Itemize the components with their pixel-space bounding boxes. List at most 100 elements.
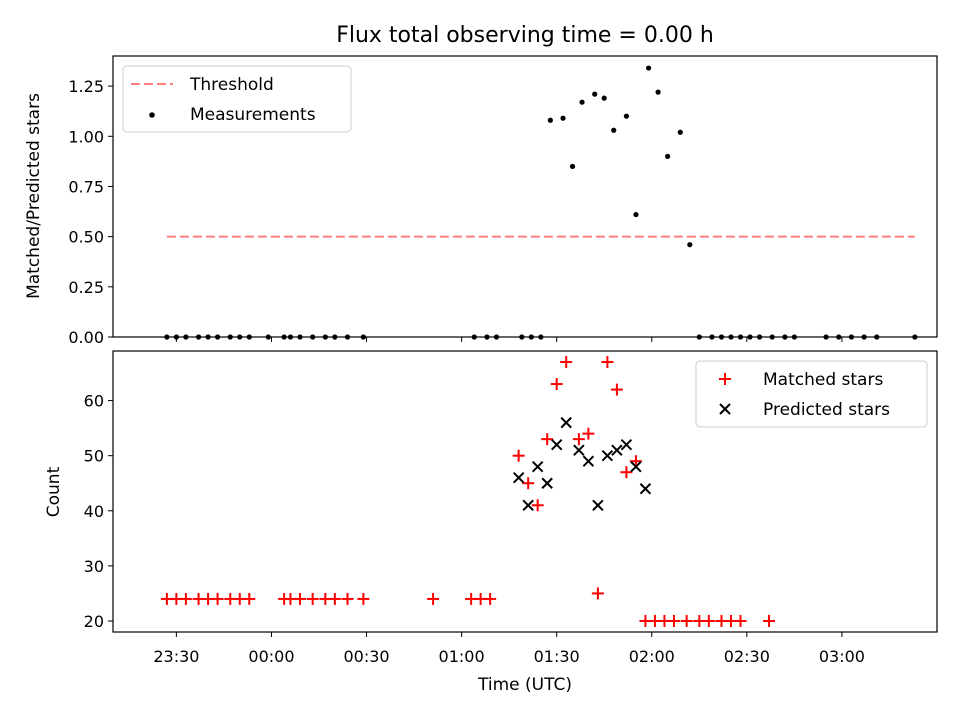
x-tick-label: 23:30 bbox=[153, 647, 199, 666]
cross-diag-2 bbox=[531, 460, 544, 473]
measurement-point bbox=[569, 163, 576, 169]
chart-title: Flux total observing time = 0.00 h bbox=[336, 23, 714, 48]
matched-star-point bbox=[522, 477, 535, 490]
matched-star-point bbox=[667, 614, 680, 627]
matched-star-point bbox=[211, 592, 224, 605]
cross-diag-2 bbox=[611, 444, 623, 456]
measurement-point bbox=[655, 89, 661, 95]
cross-diag-2 bbox=[592, 499, 604, 511]
cross-diag-2 bbox=[601, 449, 614, 462]
predicted-star-point bbox=[611, 444, 623, 456]
cross-diag-2 bbox=[512, 472, 525, 484]
y-tick-label-bottom: 60 bbox=[84, 392, 104, 411]
matched-star-point bbox=[572, 433, 585, 446]
y-tick-label-top: 0.25 bbox=[68, 278, 104, 297]
x-axis-label: Time (UTC) bbox=[477, 675, 572, 695]
y-tick-label-bottom: 50 bbox=[84, 447, 104, 466]
top-panel: Flux total observing time = 0.00 h Match… bbox=[24, 23, 938, 347]
measurement-point bbox=[665, 153, 671, 159]
predicted-star-point bbox=[620, 438, 633, 451]
predicted-star-point bbox=[531, 460, 544, 473]
matched-star-point bbox=[591, 587, 604, 600]
measurement-point bbox=[601, 95, 607, 101]
y-ticks-bottom: 20 30 40 50 60 bbox=[84, 392, 113, 631]
axes-frame-top bbox=[112, 55, 938, 338]
measurement-point bbox=[623, 113, 630, 119]
legend-predicted-swatch bbox=[719, 403, 731, 415]
cross-diag-2 bbox=[560, 416, 572, 429]
cross-diag-2 bbox=[582, 455, 595, 467]
legend-top: Threshold Measurements bbox=[122, 65, 352, 133]
measurement-point bbox=[646, 65, 652, 71]
y-tick-label-bottom: 20 bbox=[84, 612, 104, 631]
predicted-star-point bbox=[522, 499, 534, 511]
y-tick-label-top: 1.00 bbox=[68, 127, 104, 146]
x-tick-label: 01:30 bbox=[534, 647, 580, 666]
matched-star-point bbox=[702, 614, 715, 627]
cross-diag-2 bbox=[541, 477, 553, 489]
y-axis-label-bottom: Count bbox=[44, 466, 64, 517]
matched-star-point bbox=[620, 466, 633, 479]
legend-threshold-label: Threshold bbox=[189, 75, 274, 95]
matched-star-point bbox=[427, 592, 440, 605]
cross-diag-2 bbox=[522, 499, 534, 511]
x-tick-label: 02:00 bbox=[629, 647, 675, 666]
predicted-star-point bbox=[592, 499, 604, 511]
matched-star-point bbox=[306, 592, 319, 605]
matched-star-point bbox=[629, 455, 642, 468]
x-tick-label: 02:30 bbox=[724, 647, 770, 666]
matched-star-point bbox=[734, 614, 747, 627]
x-tick-label: 03:00 bbox=[819, 647, 865, 666]
predicted-star-point bbox=[550, 438, 563, 451]
y-tick-label-bottom: 40 bbox=[84, 502, 104, 521]
x-ticks-top bbox=[175, 337, 843, 342]
matched-star-point bbox=[512, 449, 525, 462]
y-tick-label-top: 0.00 bbox=[68, 328, 104, 347]
y-ticks-top: 0.00 0.25 0.50 0.75 1.00 1.25 bbox=[68, 77, 113, 347]
matched-star-point bbox=[357, 592, 370, 605]
matched-star-point bbox=[763, 614, 776, 627]
cross-diag-2 bbox=[620, 438, 633, 451]
measurement-point bbox=[611, 127, 617, 133]
legend-bottom: Matched stars Predicted stars bbox=[695, 360, 928, 428]
matched-star-point bbox=[484, 592, 497, 605]
cross-diag-2 bbox=[630, 460, 642, 473]
y-tick-label-top: 1.25 bbox=[68, 77, 104, 96]
cross-diag-2 bbox=[573, 444, 585, 456]
matched-star-point bbox=[541, 433, 554, 446]
plot-area-bottom bbox=[160, 356, 776, 627]
measurement-point bbox=[579, 99, 585, 105]
legend-frame-bottom bbox=[695, 360, 928, 428]
matched-star-point bbox=[582, 427, 595, 440]
measurement-point bbox=[687, 242, 693, 248]
legend-frame-top bbox=[122, 65, 352, 133]
legend-measurements-swatch bbox=[149, 112, 155, 118]
x-ticks-bottom: 23:30 00:00 00:30 01:00 01:30 02:00 02:30 03:00 bbox=[153, 632, 865, 666]
measurement-point bbox=[592, 91, 598, 97]
matched-star-point bbox=[560, 356, 573, 369]
measurement-point bbox=[677, 129, 683, 135]
axes-frame-bottom bbox=[112, 350, 938, 633]
matched-star-point bbox=[531, 499, 544, 512]
matched-star-point bbox=[243, 592, 256, 605]
y-tick-label-top: 0.75 bbox=[68, 177, 104, 196]
matched-star-point bbox=[610, 383, 623, 396]
predicted-star-point bbox=[630, 460, 642, 473]
matched-star-point bbox=[680, 614, 693, 627]
matched-star-point bbox=[341, 592, 354, 605]
predicted-star-point bbox=[541, 477, 553, 489]
legend-matched-swatch bbox=[719, 373, 731, 385]
predicted-star-point bbox=[512, 472, 525, 484]
cross-diag-2 bbox=[550, 438, 563, 451]
predicted-star-point bbox=[601, 449, 614, 462]
x-tick-label: 00:30 bbox=[343, 647, 389, 666]
cross-diag-2 bbox=[639, 483, 652, 495]
matched-star-point bbox=[601, 356, 614, 369]
x-tick-label: 01:00 bbox=[439, 647, 485, 666]
predicted-star-point bbox=[639, 483, 652, 495]
legend-predicted-label: Predicted stars bbox=[763, 400, 890, 420]
y-tick-label-top: 0.50 bbox=[68, 228, 104, 247]
x-tick-label: 00:00 bbox=[248, 647, 294, 666]
predicted-star-point bbox=[560, 416, 572, 429]
